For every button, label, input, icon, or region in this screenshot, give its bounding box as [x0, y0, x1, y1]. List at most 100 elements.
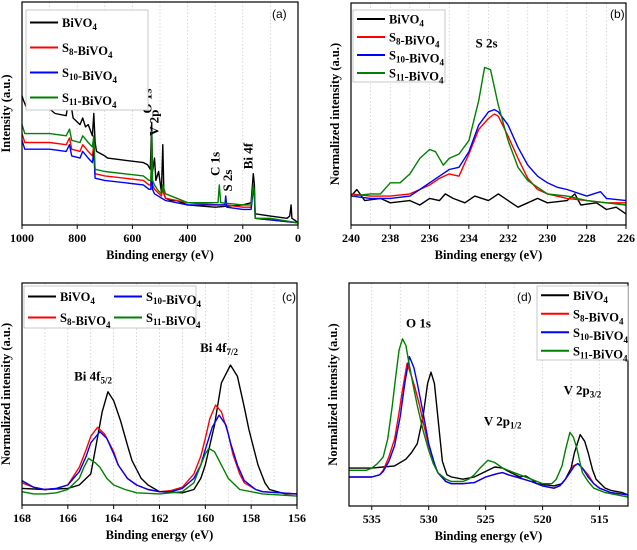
- legend-text: -BiVO: [78, 69, 113, 83]
- legend-item: S11-BiVO4: [357, 67, 444, 86]
- plot-frame: [348, 282, 629, 507]
- x-tick-label: 400: [179, 231, 197, 245]
- legend-subscript: 4: [619, 316, 624, 326]
- x-tick-label: 600: [123, 231, 141, 245]
- legend-text: BiVO: [573, 289, 604, 303]
- x-tick-label: 230: [538, 231, 556, 245]
- legend-text: BiVO: [60, 290, 91, 304]
- annotation-text: V 2p: [564, 383, 590, 398]
- x-tick-label: 530: [420, 512, 438, 526]
- series-line-S10-BiVO4: [21, 414, 298, 495]
- legend-text: BiVO: [389, 13, 420, 27]
- panel-label: (c): [282, 290, 296, 304]
- x-tick-label: 156: [288, 511, 306, 525]
- legend-item: BiVO4: [541, 289, 608, 305]
- legend-item: S11-BiVO4: [114, 311, 201, 330]
- legend-item: S8-BiVO4: [357, 31, 440, 50]
- legend-text: -BiVO: [161, 314, 196, 328]
- legend-text: S: [146, 290, 153, 304]
- legend-label: S11-BiVO4: [573, 344, 628, 363]
- annotation-subscript: 7/2: [227, 347, 239, 357]
- x-tick-label: 535: [363, 512, 381, 526]
- x-axis-label: Binding energy (eV): [106, 248, 214, 262]
- x-tick-label: 158: [242, 511, 260, 525]
- x-tick-label: 520: [534, 512, 552, 526]
- x-tick-label: 226: [617, 231, 635, 245]
- peak-annotation: S 2s: [476, 35, 498, 50]
- legend-text: S: [573, 326, 580, 340]
- annotation-text: O 1s: [406, 316, 431, 331]
- peak-annotation: V 2p: [147, 110, 162, 136]
- legend-text: -BiVO: [400, 34, 435, 48]
- x-tick-label: 525: [477, 512, 495, 526]
- legend-item: S10-BiVO4: [357, 49, 444, 68]
- legend-subscript: 4: [603, 295, 608, 305]
- y-axis-label: Normalized intensity (a.u.): [0, 323, 13, 465]
- legend-box: [23, 285, 197, 329]
- peak-annotation: O 1s: [406, 316, 431, 331]
- legend-subscript: 4: [623, 353, 628, 363]
- annotation-text: Bi 4f: [200, 340, 227, 355]
- peak-annotation: Bi 4f: [240, 142, 255, 169]
- legend-text: S: [62, 41, 69, 55]
- peak-annotation: V 2p3/2: [564, 383, 602, 400]
- x-tick-label: 236: [421, 231, 439, 245]
- legend-text: S: [389, 49, 396, 63]
- y-axis-label: Normalized intensity (a.u.): [326, 323, 340, 465]
- peak-annotation: V 2p1/2: [484, 414, 522, 431]
- plot-frame: [21, 1, 299, 226]
- annotation-text: Bi 4f: [240, 142, 255, 169]
- series-line-BiVO4: [21, 364, 297, 495]
- annotation-text: C 1s: [207, 152, 222, 176]
- legend-subscript: 8: [396, 37, 401, 47]
- panel-b: 240 238 236 234 232 230 228 226 Binding energy (…: [328, 2, 635, 262]
- y-axis-label: Intensity (a.u.): [0, 74, 13, 152]
- annotation-text: S 2s: [476, 35, 498, 50]
- series-line-S8-BiVO4: [21, 404, 298, 495]
- legend-subscript: 11: [153, 317, 162, 327]
- legend-text: S: [389, 67, 396, 81]
- series-line-S11-BiVO4: [21, 447, 298, 497]
- annotation-subscript: 3/2: [590, 390, 602, 400]
- x-tick-label: 166: [59, 511, 77, 525]
- series-line-S10-BiVO4: [349, 355, 629, 496]
- legend-subscript: 8: [580, 313, 585, 323]
- x-tick-label: 1000: [10, 231, 34, 245]
- legend-item: BiVO4: [30, 16, 97, 32]
- legend-label: S10-BiVO4: [573, 326, 628, 345]
- legend-item: S10-BiVO4: [30, 66, 117, 85]
- legend-subscript: 4: [106, 320, 111, 330]
- legend-text: S: [573, 344, 580, 358]
- legend-subscript: 4: [435, 40, 440, 50]
- legend-label: S11-BiVO4: [146, 311, 201, 330]
- peak-annotation: C 1s: [207, 152, 222, 176]
- legend-subscript: 4: [439, 76, 444, 86]
- x-tick-label: 228: [578, 231, 596, 245]
- legend-subscript: 4: [108, 50, 113, 60]
- legend-label: S8-BiVO4: [60, 311, 111, 330]
- legend-subscript: 8: [69, 47, 74, 57]
- legend-text: S: [389, 31, 396, 45]
- legend-text: S: [60, 311, 67, 325]
- legend-label: S11-BiVO4: [62, 91, 117, 110]
- legend-label: BiVO4: [573, 289, 608, 305]
- legend-label: S8-BiVO4: [573, 307, 624, 326]
- legend-subscript: 4: [419, 19, 424, 29]
- legend-label: S11-BiVO4: [389, 67, 444, 86]
- series-line-BiVO4: [349, 371, 629, 496]
- legend-subscript: 4: [90, 296, 95, 306]
- legend-subscript: 4: [112, 75, 117, 85]
- legend-text: S: [62, 66, 69, 80]
- legend-label: S10-BiVO4: [62, 66, 117, 85]
- legend-item: S8-BiVO4: [30, 41, 113, 60]
- annotation-text: Bi 4f: [74, 369, 101, 384]
- legend-subscript: 4: [196, 320, 201, 330]
- panel-label: (a): [272, 7, 287, 21]
- annotation-subscript: 1/2: [510, 421, 522, 431]
- legend-subscript: 10: [153, 296, 163, 306]
- x-axis-label: Binding energy (eV): [106, 528, 214, 542]
- x-tick-label: 160: [196, 511, 214, 525]
- legend-item: S10-BiVO4: [541, 326, 628, 345]
- peak-annotation: S 2s: [220, 170, 235, 192]
